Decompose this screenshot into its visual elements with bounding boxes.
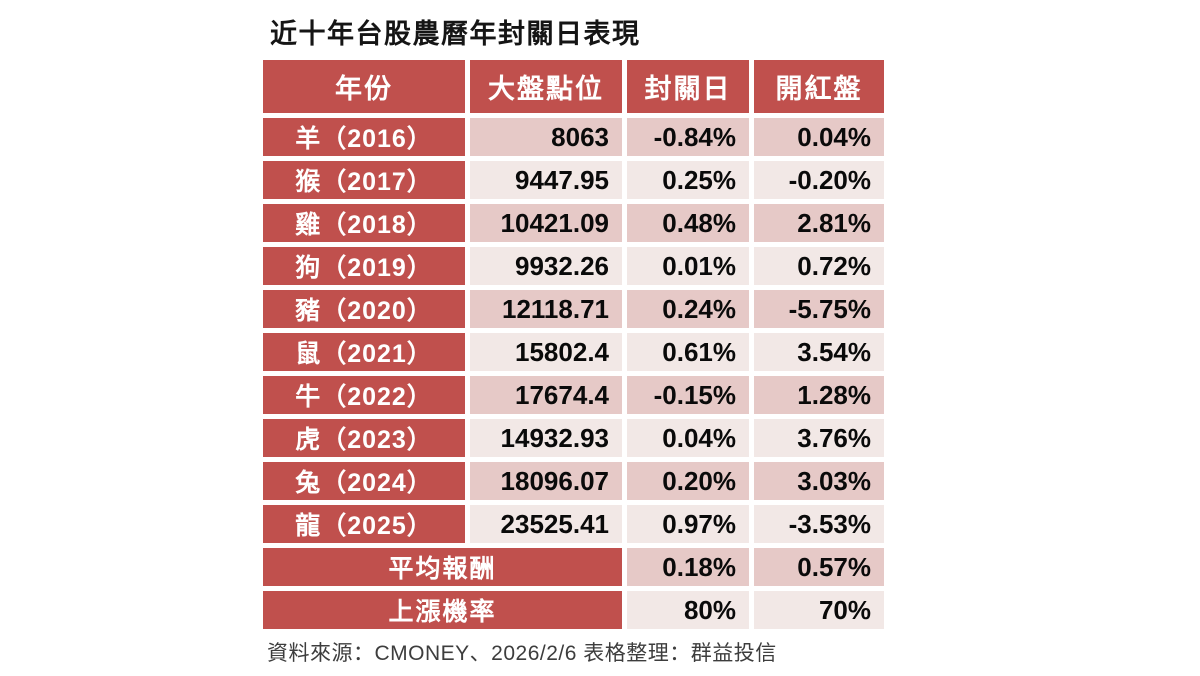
summary-open-average: 0.57% — [754, 548, 884, 586]
open-cell-2025: -3.53% — [754, 505, 884, 543]
points-cell-2023: 14932.93 — [470, 419, 622, 457]
points-cell-2019: 9932.26 — [470, 247, 622, 285]
points-cell-2018: 10421.09 — [470, 204, 622, 242]
column-header-year: 年份 — [263, 60, 465, 113]
close-cell-2022: -0.15% — [627, 376, 749, 414]
close-cell-2018: 0.48% — [627, 204, 749, 242]
close-cell-2020: 0.24% — [627, 290, 749, 328]
points-cell-2020: 12118.71 — [470, 290, 622, 328]
summary-open-up-rate: 70% — [754, 591, 884, 629]
year-cell-2021: 鼠（2021） — [263, 333, 465, 371]
open-cell-2022: 1.28% — [754, 376, 884, 414]
open-cell-2017: -0.20% — [754, 161, 884, 199]
open-cell-2021: 3.54% — [754, 333, 884, 371]
points-cell-2024: 18096.07 — [470, 462, 622, 500]
close-cell-2021: 0.61% — [627, 333, 749, 371]
points-cell-2022: 17674.4 — [470, 376, 622, 414]
open-cell-2023: 3.76% — [754, 419, 884, 457]
summary-label-up-probability: 上漲機率 — [263, 591, 622, 629]
column-header-open: 開紅盤 — [754, 60, 884, 113]
year-cell-2016: 羊（2016） — [263, 118, 465, 156]
summary-label-average-return: 平均報酬 — [263, 548, 622, 586]
close-cell-2017: 0.25% — [627, 161, 749, 199]
points-cell-2021: 15802.4 — [470, 333, 622, 371]
open-cell-2024: 3.03% — [754, 462, 884, 500]
year-cell-2019: 狗（2019） — [263, 247, 465, 285]
points-cell-2016: 8063 — [470, 118, 622, 156]
close-cell-2016: -0.84% — [627, 118, 749, 156]
points-cell-2025: 23525.41 — [470, 505, 622, 543]
column-header-close: 封關日 — [627, 60, 749, 113]
close-cell-2025: 0.97% — [627, 505, 749, 543]
year-cell-2022: 牛（2022） — [263, 376, 465, 414]
column-header-points: 大盤點位 — [470, 60, 622, 113]
open-cell-2020: -5.75% — [754, 290, 884, 328]
open-cell-2019: 0.72% — [754, 247, 884, 285]
year-cell-2020: 豬（2020） — [263, 290, 465, 328]
summary-close-average: 0.18% — [627, 548, 749, 586]
open-cell-2018: 2.81% — [754, 204, 884, 242]
close-cell-2023: 0.04% — [627, 419, 749, 457]
points-cell-2017: 9447.95 — [470, 161, 622, 199]
year-cell-2025: 龍（2025） — [263, 505, 465, 543]
year-cell-2017: 猴（2017） — [263, 161, 465, 199]
summary-close-up-rate: 80% — [627, 591, 749, 629]
open-cell-2016: 0.04% — [754, 118, 884, 156]
source-note: 資料來源：CMONEY、2026/2/6 表格整理：群益投信 — [267, 642, 777, 665]
year-cell-2018: 雞（2018） — [263, 204, 465, 242]
close-cell-2024: 0.20% — [627, 462, 749, 500]
year-cell-2024: 兔（2024） — [263, 462, 465, 500]
close-cell-2019: 0.01% — [627, 247, 749, 285]
performance-table: 年份 大盤點位 封關日 開紅盤 羊（2016） 8063 -0.84% 0.04… — [263, 60, 884, 629]
year-cell-2023: 虎（2023） — [263, 419, 465, 457]
page-title: 近十年台股農曆年封關日表現 — [270, 19, 641, 49]
